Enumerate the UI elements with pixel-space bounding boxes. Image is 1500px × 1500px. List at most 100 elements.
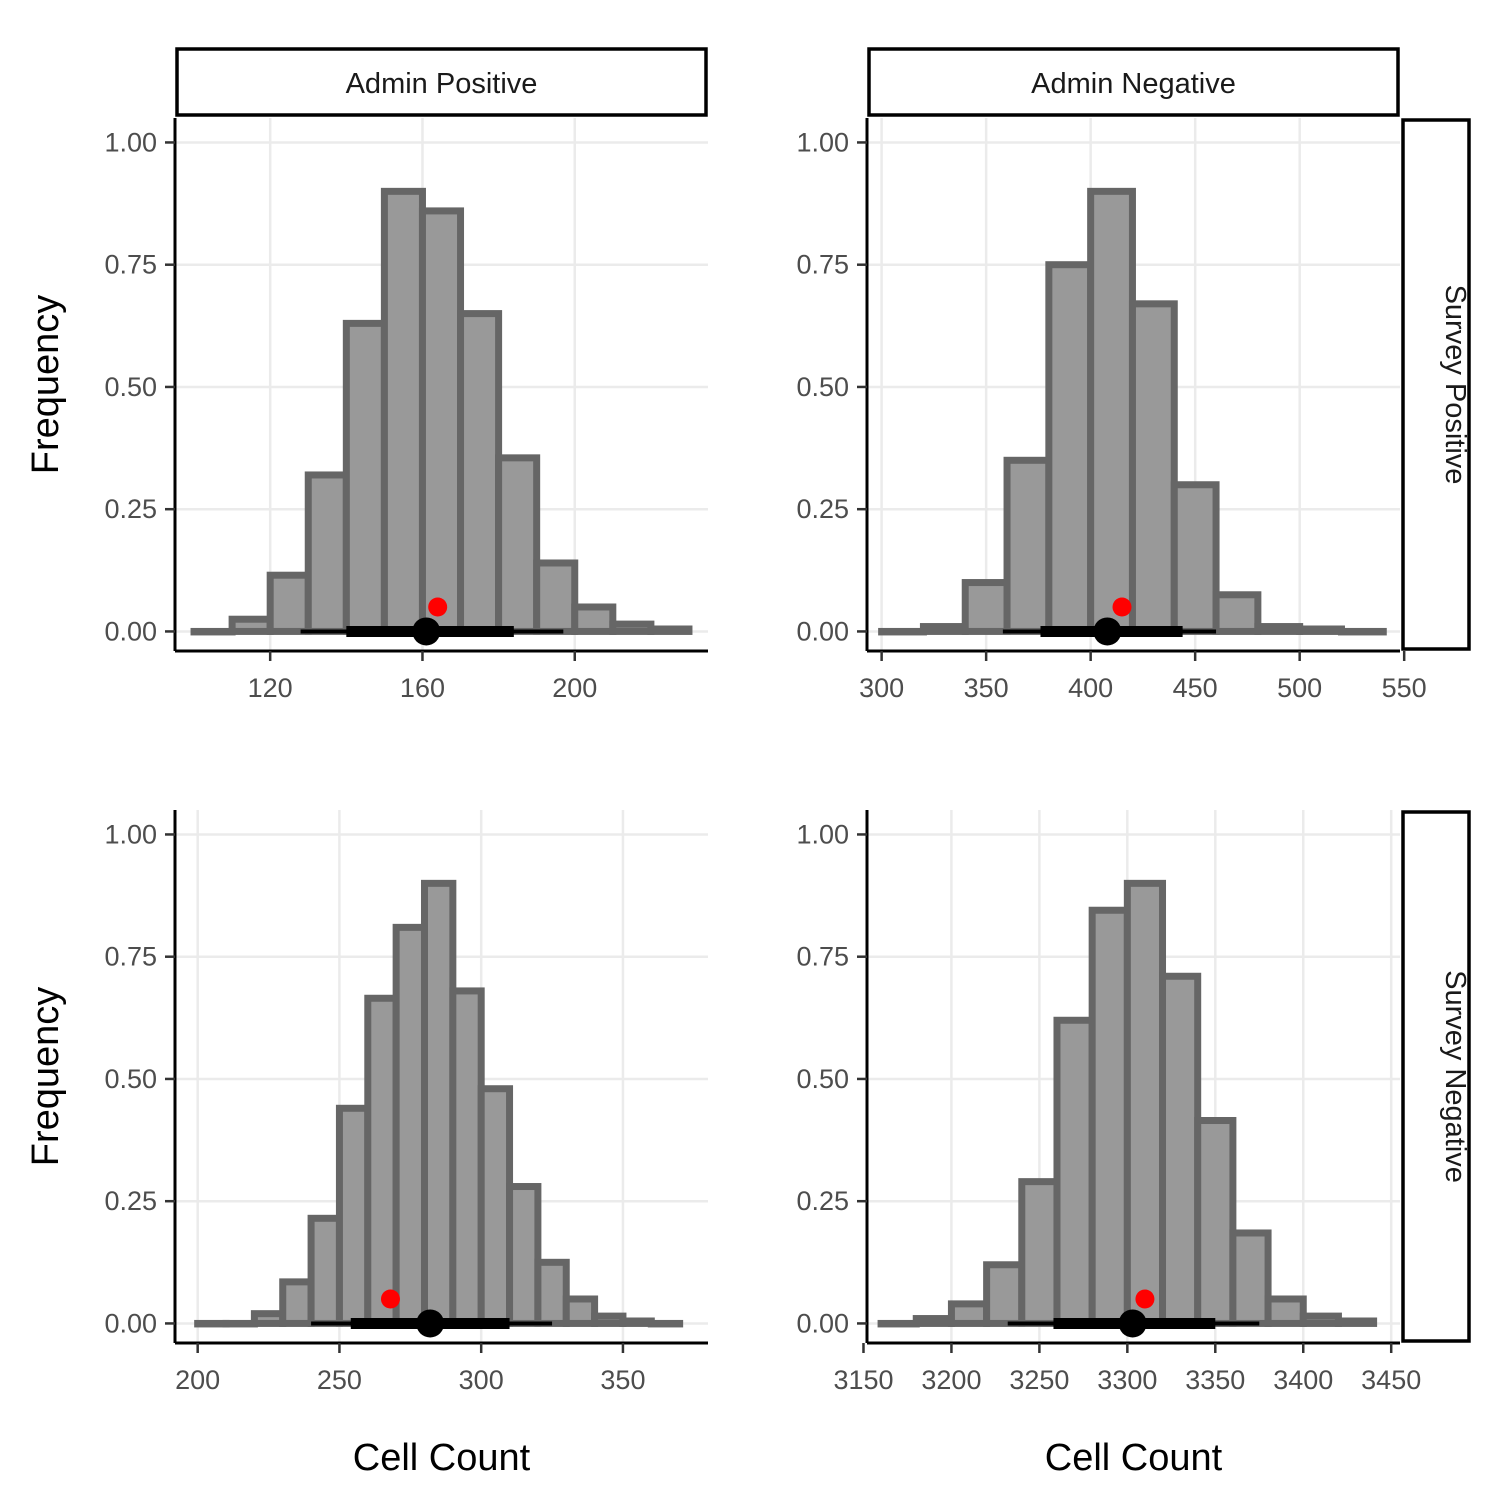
x-axis-title: Cell Count	[1045, 1437, 1223, 1479]
histogram-bar	[477, 1085, 514, 1327]
histogram-bar	[1264, 1295, 1307, 1327]
facet-row-label: Survey Positive	[1439, 285, 1471, 485]
histogram-bar	[1334, 1317, 1378, 1327]
y-tick-label: 0.25	[104, 494, 157, 524]
histogram-bar	[1296, 625, 1345, 635]
observed-value-point	[380, 1289, 400, 1309]
histogram-bar	[878, 627, 927, 636]
y-tick-label: 0.25	[796, 494, 849, 524]
histogram-bar	[1018, 1178, 1061, 1327]
x-tick-label: 3300	[1097, 1365, 1157, 1395]
histogram-bar	[1299, 1312, 1342, 1327]
y-tick-label: 0.25	[104, 1186, 157, 1216]
y-tick-label: 0.00	[104, 616, 157, 646]
histogram-bar	[449, 987, 485, 1327]
histogram-bar	[1229, 1229, 1272, 1327]
histogram-bar	[380, 187, 426, 635]
facet-column-label: Admin Positive	[346, 68, 538, 100]
facet-column-label: Admin Negative	[1031, 68, 1236, 100]
y-tick-label: 1.00	[104, 127, 157, 157]
y-tick-label: 0.75	[796, 942, 849, 972]
y-tick-label: 0.75	[796, 250, 849, 280]
histogram-bar	[420, 879, 457, 1327]
histogram-bar	[919, 623, 969, 635]
panel-2: 0.00 0.25 0.50 0.75 1.00 300 350 400 450 500 550 Ad…	[796, 47, 1471, 703]
histogram-bar	[877, 1319, 920, 1328]
histogram-bar	[1254, 623, 1304, 635]
histogram-bar	[912, 1315, 955, 1327]
histogram-bar	[1337, 627, 1387, 636]
x-tick-label: 350	[964, 673, 1009, 703]
histogram-bar	[335, 1104, 372, 1327]
histogram-bar	[983, 1261, 1026, 1327]
point-estimate	[1093, 617, 1122, 646]
histogram-bar	[304, 471, 350, 635]
histogram-bar	[1053, 1016, 1096, 1327]
histogram-bar	[533, 559, 579, 635]
x-axis-title: Cell Count	[353, 1437, 531, 1479]
histogram-bar	[418, 207, 465, 635]
observed-value-point	[428, 597, 448, 617]
histogram-bar	[1212, 591, 1262, 635]
x-tick-label: 3400	[1273, 1365, 1333, 1395]
histogram-bar	[647, 625, 693, 635]
histogram-bar	[190, 627, 236, 636]
y-tick-label: 1.00	[796, 127, 849, 157]
histogram-bar	[457, 310, 503, 635]
histogram-bar	[1003, 456, 1053, 635]
y-tick-label: 0.75	[104, 250, 157, 280]
facet-strip-row	[1401, 118, 1471, 651]
x-tick-label: 160	[400, 673, 445, 703]
facet-strip-row	[1401, 810, 1471, 1343]
histogram-bar	[591, 1312, 627, 1327]
panel-1: 0.00 0.25 0.50 0.75 1.00 120 160 200 Admin Posit…	[25, 47, 708, 703]
x-tick-label: 3250	[1009, 1365, 1069, 1395]
x-tick-label: 3200	[921, 1365, 981, 1395]
histogram-bar	[1087, 187, 1136, 635]
histogram-bar	[947, 1300, 991, 1327]
x-tick-label: 500	[1277, 673, 1322, 703]
histogram-bar	[609, 620, 655, 635]
observed-value-point	[1112, 597, 1132, 617]
histogram-bar	[364, 994, 400, 1327]
histogram-bar	[228, 615, 274, 635]
x-tick-label: 120	[248, 673, 293, 703]
y-tick-label: 0.25	[796, 1186, 849, 1216]
y-tick-label: 0.00	[796, 1308, 849, 1338]
histogram-bar	[194, 1319, 230, 1328]
y-axis-title: Frequency	[25, 295, 67, 475]
histogram-bar	[562, 1295, 599, 1327]
histogram-bar	[342, 319, 388, 635]
histogram-bar	[392, 923, 428, 1327]
panel-3: 0.00 0.25 0.50 0.75 1.00 200 250 300 350 Frequenc…	[25, 810, 708, 1479]
facet-strip-column	[175, 47, 708, 117]
histogram-bar	[495, 454, 541, 635]
x-tick-label: 300	[459, 1365, 504, 1395]
histogram-bar	[1170, 481, 1220, 635]
histogram-bar	[506, 1183, 542, 1327]
y-tick-label: 0.00	[796, 616, 849, 646]
x-tick-label: 250	[317, 1365, 362, 1395]
histogram-bar	[1045, 261, 1095, 635]
observed-value-point	[1135, 1289, 1155, 1309]
y-tick-label: 1.00	[796, 819, 849, 849]
histogram-bar	[222, 1319, 258, 1328]
x-tick-label: 3350	[1185, 1365, 1245, 1395]
x-tick-label: 3450	[1361, 1365, 1421, 1395]
x-tick-label: 300	[859, 673, 904, 703]
histogram-bar	[250, 1310, 287, 1327]
histogram-bar	[307, 1214, 343, 1327]
point-estimate	[416, 1309, 445, 1338]
x-tick-label: 3150	[833, 1365, 893, 1395]
y-tick-label: 0.50	[796, 1064, 849, 1094]
y-tick-label: 0.50	[104, 1064, 157, 1094]
x-tick-label: 400	[1068, 673, 1113, 703]
x-tick-label: 550	[1382, 673, 1427, 703]
facet-row-label: Survey Negative	[1439, 970, 1471, 1183]
histogram-bar	[1194, 1117, 1237, 1327]
facet-strip-column	[867, 47, 1400, 117]
histogram-bar	[279, 1278, 315, 1327]
y-tick-label: 0.00	[104, 1308, 157, 1338]
y-tick-label: 0.50	[104, 372, 157, 402]
